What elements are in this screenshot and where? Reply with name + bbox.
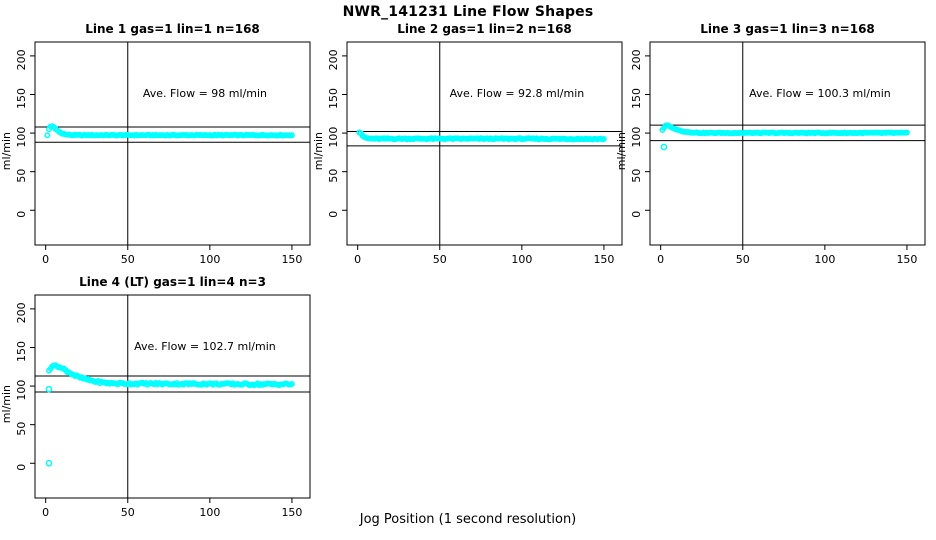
chart-text: 150 [593, 253, 614, 266]
chart-text: 100 [199, 253, 220, 266]
flow-scatter-points [659, 122, 910, 151]
chart-text: 200 [327, 49, 340, 70]
chart-text: Line 3 gas=1 lin=3 n=168 [700, 22, 875, 36]
chart-text: 100 [630, 127, 643, 148]
chart-text: ml/min [312, 132, 325, 170]
chart-text: 0 [15, 211, 28, 218]
chart-text: 100 [327, 127, 340, 148]
chart-text: 0 [327, 211, 340, 218]
chart-text: ml/min [0, 132, 13, 170]
chart-text: 100 [15, 380, 28, 401]
plot-box [34, 294, 311, 499]
chart-text: 150 [281, 253, 302, 266]
chart-text: 0 [354, 253, 361, 266]
chart-text: Line 4 (LT) gas=1 lin=4 n=3 [79, 275, 266, 289]
chart-text: Line 2 gas=1 lin=2 n=168 [397, 22, 572, 36]
plot-box [346, 41, 623, 246]
panel-line-2: Line 2 gas=1 lin=2 n=168 0 50 100 150 200 0 50 1… [312, 22, 623, 266]
chart-text: 50 [121, 506, 135, 519]
chart-text: Ave. Flow = 102.7 ml/min [134, 340, 276, 353]
chart-text: 0 [15, 464, 28, 471]
chart-text: 0 [630, 211, 643, 218]
panel-line-4: Line 4 (LT) gas=1 lin=4 n=3 0 50 100 150 200 0… [0, 275, 311, 519]
chart-text: 0 [657, 253, 664, 266]
chart-text: 150 [630, 88, 643, 109]
chart-text: 150 [15, 341, 28, 362]
panel-line-1: Line 1 gas=1 lin=1 n=168 0 50 100 150 200 0 50 1… [0, 22, 311, 266]
flow-scatter-points [356, 129, 607, 143]
chart-text: Line 1 gas=1 lin=1 n=168 [85, 22, 260, 36]
chart-text: 150 [281, 506, 302, 519]
plot-box [649, 41, 926, 246]
chart-text: 200 [15, 302, 28, 323]
chart-text: 0 [42, 253, 49, 266]
chart-text: 50 [736, 253, 750, 266]
chart-text: 100 [511, 253, 532, 266]
chart-text: 150 [896, 253, 917, 266]
chart-text: 0 [42, 506, 49, 519]
figure-title: NWR_141231 Line Flow Shapes [342, 4, 594, 20]
chart-text: Ave. Flow = 92.8 ml/min [450, 87, 585, 100]
chart-text: 50 [630, 169, 643, 183]
chart-text: 50 [121, 253, 135, 266]
chart-text: 200 [630, 49, 643, 70]
chart-text: Ave. Flow = 100.3 ml/min [749, 87, 891, 100]
chart-text: 50 [327, 169, 340, 183]
chart-text: 50 [433, 253, 447, 266]
chart-text: 50 [15, 422, 28, 436]
chart-text: 100 [814, 253, 835, 266]
chart-text: ml/min [615, 132, 628, 170]
chart-text: ml/min [0, 385, 13, 423]
chart-text: 150 [15, 88, 28, 109]
chart-text: 100 [199, 506, 220, 519]
flow-scatter-points [45, 362, 295, 467]
chart-text: 200 [15, 49, 28, 70]
chart-text: 150 [327, 88, 340, 109]
chart-text: 50 [15, 169, 28, 183]
chart-text: 100 [15, 127, 28, 148]
panel-line-3: Line 3 gas=1 lin=3 n=168 0 50 100 150 200 0 50 1… [615, 22, 926, 266]
chart-text: Ave. Flow = 98 ml/min [143, 87, 267, 100]
flow-scatter-points [44, 123, 295, 139]
x-axis-label: Jog Position (1 second resolution) [359, 512, 577, 527]
plot-box [34, 41, 311, 246]
